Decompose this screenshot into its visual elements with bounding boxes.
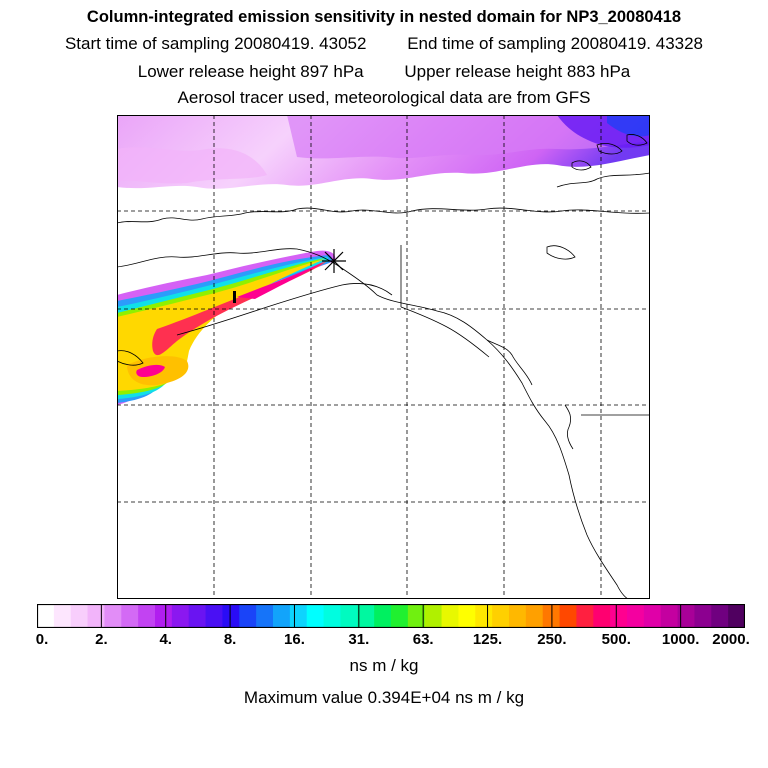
colorbar-cell xyxy=(475,604,493,628)
start-time-label: Start time of sampling 20080419. 43052 xyxy=(64,34,367,53)
colorbar-cell xyxy=(391,604,409,628)
colorbar-tick-label: 63. xyxy=(412,631,434,648)
colorbar-cell xyxy=(37,604,55,628)
colorbar-tick-label: 16. xyxy=(284,631,305,648)
colorbar-cell xyxy=(627,604,645,628)
colorbar-tick-label: 0. xyxy=(35,631,49,648)
colorbar-tick-label: 500. xyxy=(601,631,631,648)
map-panel xyxy=(117,115,650,599)
colorbar-cell xyxy=(492,604,510,628)
map-frame xyxy=(117,115,650,599)
colorbar-cell xyxy=(171,604,190,628)
colorbar-cell xyxy=(424,604,443,628)
colorbar-cell xyxy=(660,604,679,628)
colorbar-cell xyxy=(610,604,628,628)
colorbar-cell xyxy=(694,604,712,628)
lat-lon-grid xyxy=(117,115,650,599)
colorbar-cell xyxy=(374,604,392,628)
release-heights: Lower release height 897 hPa Upper relea… xyxy=(0,61,768,83)
colorbar-cell xyxy=(525,604,544,628)
colorbar-cell xyxy=(104,604,122,628)
tracer-info: Aerosol tracer used, meteorological data… xyxy=(177,88,591,107)
colorbar-cell xyxy=(711,604,729,628)
arctic-sensitivity-field xyxy=(117,115,650,189)
colorbar-cell xyxy=(441,604,460,628)
map-background xyxy=(117,115,650,599)
colorbar-cell xyxy=(593,604,611,628)
colorbar-cell xyxy=(677,604,696,628)
colorbar xyxy=(37,604,745,628)
colorbar-cell xyxy=(273,604,291,628)
colorbar-cell xyxy=(205,604,224,628)
sampling-times: Start time of sampling 20080419. 43052 E… xyxy=(0,33,768,55)
colorbar-cell xyxy=(222,604,240,628)
colorbar-cell xyxy=(188,604,207,628)
colorbar-cell xyxy=(289,604,308,628)
lower-height-label: Lower release height 897 hPa xyxy=(137,62,364,81)
end-time-label: End time of sampling 20080419. 43328 xyxy=(407,34,704,53)
colorbar-cell xyxy=(509,604,527,628)
colorbar-tick-label: 8. xyxy=(223,631,237,648)
colorbar-tick-label: 125. xyxy=(472,631,503,648)
colorbar-cell xyxy=(357,604,375,628)
colorbar-cell xyxy=(559,604,578,628)
colorbar-cell xyxy=(340,604,358,628)
plot-title: Column-integrated emission sensitivity i… xyxy=(86,8,682,26)
colorbar-tick-label: 2. xyxy=(95,631,108,648)
colorbar-cell xyxy=(121,604,139,628)
colorbar-cell xyxy=(138,604,156,628)
colorbar-cell xyxy=(87,604,106,628)
maximum-value: Maximum value 0.394E+04 ns m / kg xyxy=(243,688,525,707)
upper-height-label: Upper release height 883 hPa xyxy=(404,62,631,81)
colorbar-cell xyxy=(53,604,72,628)
colorbar-tick-label: 1000. xyxy=(661,631,700,648)
colorbar-cell xyxy=(256,604,274,628)
colorbar-tick-label: 4. xyxy=(159,631,172,648)
coastlines xyxy=(117,134,650,599)
colorbar-cell xyxy=(643,604,662,628)
colorbar-cell xyxy=(70,604,89,628)
colorbar-cell xyxy=(576,604,594,628)
colorbar-cell xyxy=(155,604,173,628)
colorbar-unit: ns m / kg xyxy=(349,656,419,675)
asterisk-icon xyxy=(322,249,346,273)
colorbar-tick-label: 250. xyxy=(537,631,567,648)
colorbar-cell xyxy=(306,604,325,628)
colorbar-cell xyxy=(458,604,476,628)
emission-plume xyxy=(117,250,336,405)
colorbar-tick-label: 2000. xyxy=(712,631,750,648)
station-mark xyxy=(233,291,236,303)
colorbar-tick-label: 31. xyxy=(348,631,370,648)
colorbar-cell xyxy=(407,604,426,628)
colorbar-cell xyxy=(323,604,342,628)
colorbar-cell xyxy=(239,604,257,628)
colorbar-cell xyxy=(728,604,745,628)
